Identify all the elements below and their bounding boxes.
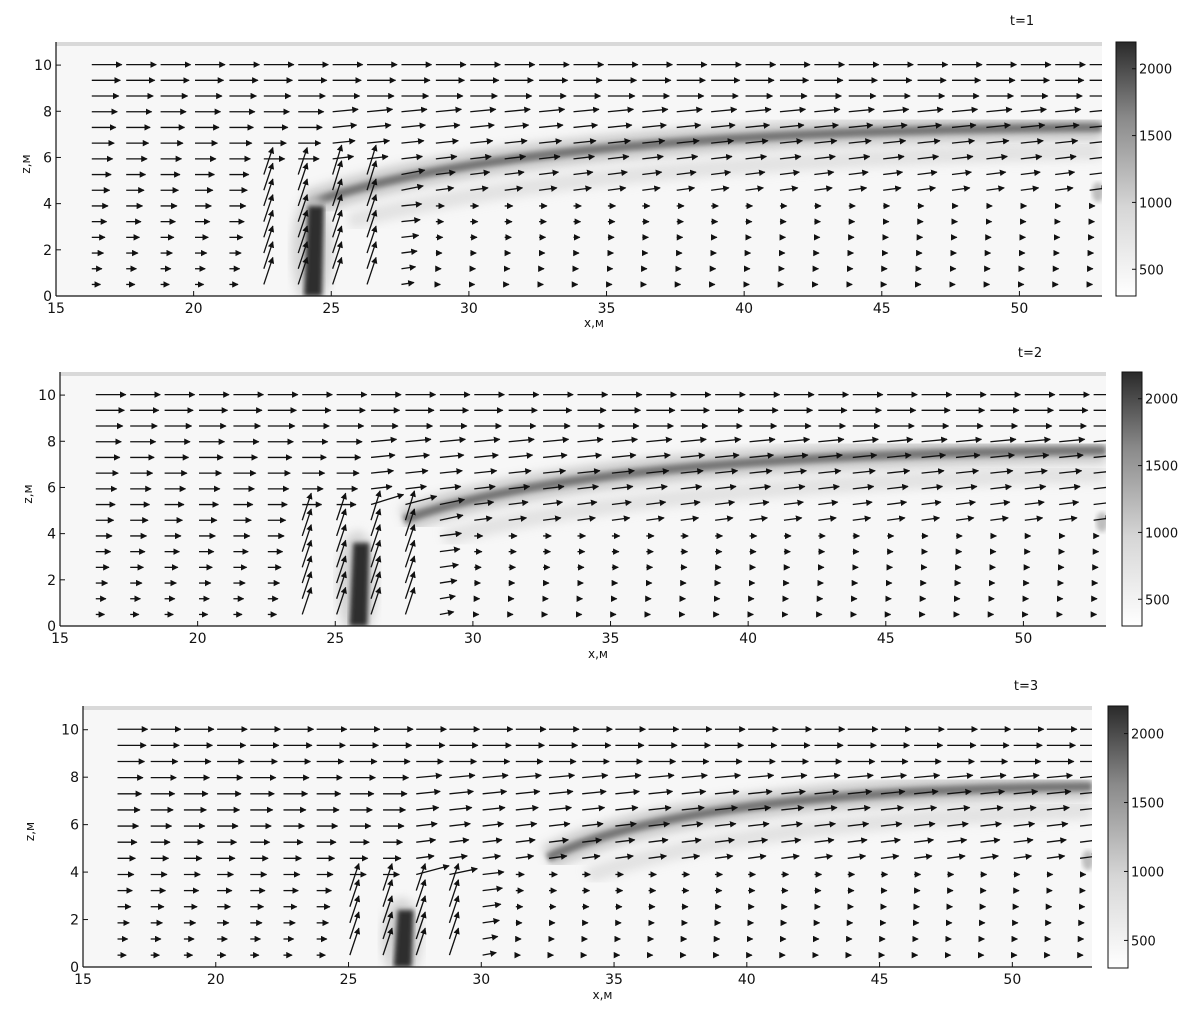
x-tick-label: 30 [472, 972, 490, 988]
colorbar-gradient [1108, 706, 1128, 968]
time-label: t=3 [1014, 679, 1038, 694]
colorbar: 500 1000 1500 2000 [1108, 706, 1164, 968]
y-tick-label: 2 [43, 243, 52, 259]
colorbar-tick-label: 1000 [1131, 865, 1164, 880]
y-tick-label: 6 [43, 150, 52, 166]
edge-spot [1096, 512, 1108, 532]
colorbar-tick-label: 2000 [1145, 393, 1178, 408]
colorbar: 500 1000 1500 2000 [1116, 42, 1172, 296]
x-tick-label: 45 [873, 301, 891, 317]
x-tick-label: 40 [739, 631, 757, 647]
x-tick-label: 45 [871, 972, 889, 988]
x-tick-label: 35 [598, 301, 616, 317]
x-tick-label: 20 [189, 631, 207, 647]
y-tick-label: 4 [47, 527, 56, 543]
y-tick-label: 8 [47, 434, 56, 450]
x-tick-label: 35 [605, 972, 623, 988]
y-tick-label: 10 [38, 388, 56, 404]
y-tick-label: 6 [47, 480, 56, 496]
x-tick-label: 25 [340, 972, 358, 988]
time-label: t=1 [1010, 14, 1034, 29]
x-tick-label: 25 [326, 631, 344, 647]
colorbar-tick-label: 2000 [1131, 728, 1164, 743]
x-tick-label: 50 [1011, 301, 1029, 317]
x-tick-label: 45 [877, 631, 895, 647]
colorbar-tick-label: 1000 [1145, 526, 1178, 541]
y-axis-label: z,м [23, 822, 37, 841]
x-tick-label: 50 [1015, 631, 1033, 647]
colorbar-tick-label: 1500 [1145, 460, 1178, 475]
y-tick-label: 2 [47, 573, 56, 589]
colorbar-tick-label: 500 [1139, 263, 1164, 278]
colorbar-tick-label: 1000 [1139, 196, 1172, 211]
x-tick-label: 40 [735, 301, 753, 317]
x-tick-label: 35 [602, 631, 620, 647]
colorbar-gradient [1122, 372, 1142, 626]
y-tick-label: 8 [43, 104, 52, 120]
x-tick-label: 30 [464, 631, 482, 647]
x-tick-label: 20 [185, 301, 203, 317]
panel-2: 15 20 25 30 35 40 45 500246810x,мz,мt=250010001… [21, 346, 1178, 661]
x-axis-label: x,м [584, 316, 604, 330]
y-tick-label: 6 [70, 818, 79, 834]
y-tick-label: 0 [43, 289, 52, 305]
x-tick-label: 40 [738, 972, 756, 988]
y-tick-label: 0 [70, 960, 79, 976]
panel-3: 15 20 25 30 35 40 45 500246810x,мz,мt=350010001… [23, 679, 1164, 1002]
top-boundary-band [83, 706, 1092, 710]
y-tick-label: 10 [34, 58, 52, 74]
y-tick-label: 4 [43, 197, 52, 213]
x-tick-label: 25 [322, 301, 340, 317]
colorbar-tick-label: 500 [1131, 934, 1156, 949]
top-boundary-band [56, 42, 1102, 46]
edge-spot [1092, 182, 1104, 202]
y-tick-label: 10 [61, 723, 79, 739]
colorbar-tick-label: 1500 [1131, 797, 1164, 812]
colorbar: 500 1000 1500 2000 [1122, 372, 1178, 626]
panel-1: 15 20 25 30 35 40 45 500246810x,мz,мt=150010001… [19, 14, 1172, 330]
x-tick-label: 30 [460, 301, 478, 317]
colorbar-tick-label: 2000 [1139, 63, 1172, 78]
y-axis-label: z,м [21, 484, 35, 503]
colorbar-gradient [1116, 42, 1136, 296]
y-tick-label: 4 [70, 865, 79, 881]
x-axis-label: x,м [593, 988, 613, 1002]
time-label: t=2 [1018, 346, 1042, 361]
y-tick-label: 2 [70, 913, 79, 929]
edge-spot [1082, 850, 1094, 870]
x-axis-label: x,м [588, 647, 608, 661]
y-tick-label: 0 [47, 619, 56, 635]
colorbar-tick-label: 500 [1145, 593, 1170, 608]
top-boundary-band [60, 372, 1106, 376]
x-tick-label: 20 [207, 972, 225, 988]
colorbar-tick-label: 1500 [1139, 130, 1172, 145]
x-tick-label: 50 [1003, 972, 1021, 988]
y-axis-label: z,м [19, 154, 33, 173]
y-tick-label: 8 [70, 770, 79, 786]
